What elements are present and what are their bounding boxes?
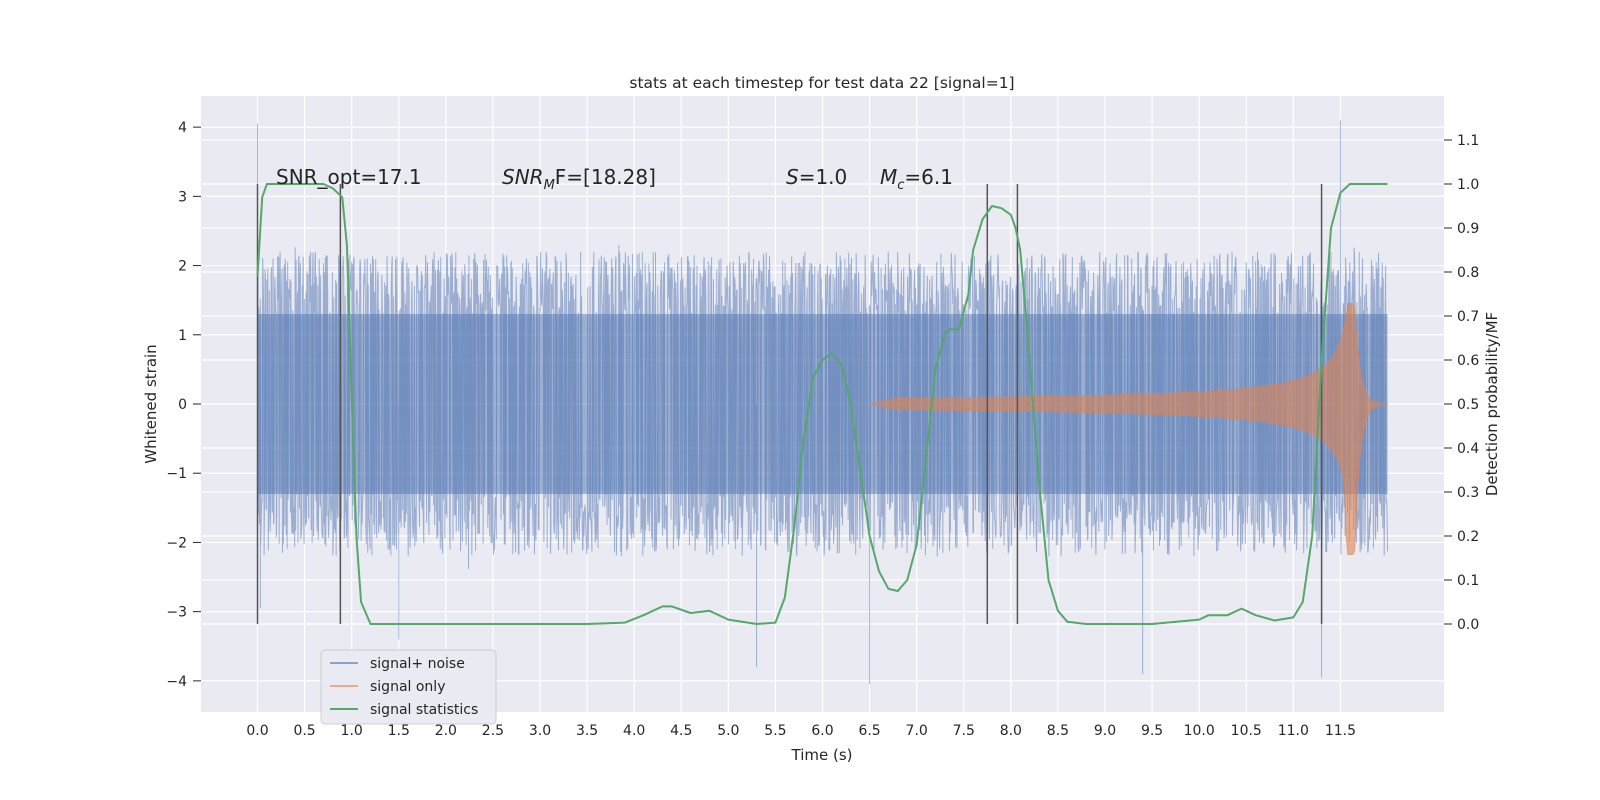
y2-tick-label: 0.2 [1457,529,1479,545]
y-tick-label: −3 [166,605,187,621]
legend-box [320,649,497,725]
y-tick-label: 2 [178,259,187,275]
y-axis-ticks: 4 3 2 1 0 −1 −2 −3 −4 [166,120,201,690]
x-tick-label: 1.0 [341,723,363,739]
x-tick-label: 6.5 [858,723,880,739]
annotation-mc-sub: c [897,178,904,193]
annotation-snr-mf-main: SNR [502,165,544,189]
y-tick-label: −1 [166,466,187,482]
y2-tick-label: 1.1 [1457,133,1479,149]
y2-axis-label: Detection probability/MF [1483,312,1501,496]
x-tick-label: 4.0 [623,723,645,739]
y-tick-label: 3 [178,189,187,205]
x-tick-label: 3.5 [576,723,598,739]
y-tick-label: 4 [178,120,187,136]
signal-statistics-line [256,183,1388,625]
x-tick-label: 7.0 [906,723,928,739]
y2-tick-label: 0.6 [1457,353,1479,369]
y-tick-label: −2 [166,535,187,551]
x-tick-label: 8.5 [1047,723,1069,739]
legend-label-signal-only: signal only [370,679,445,695]
x-tick-label: 2.5 [482,723,504,739]
x-tick-label: 3.0 [529,723,551,739]
x-tick-label: 1.5 [388,723,410,739]
legend: signal+ noise signal only signal statist… [320,649,497,725]
x-tick-label: 11.0 [1278,723,1309,739]
x-axis-label: Time (s) [791,746,853,764]
y-axis-label: Whitened strain [142,344,160,463]
signal-statistics-series [256,183,1388,625]
legend-label-signal-statistics: signal statistics [370,702,478,718]
annotation-mc: Mc=6.1 [880,165,953,193]
annotation-mc-italic: M [880,165,897,189]
x-tick-label: 5.0 [717,723,739,739]
marker-lines [256,184,1323,624]
y2-tick-label: 0.0 [1457,617,1479,633]
annotation-s: S=1.0 [786,165,847,189]
x-tick-label: 0.5 [293,723,315,739]
y2-tick-label: 0.4 [1457,441,1479,457]
y2-tick-label: 0.9 [1457,221,1479,237]
y2-axis-ticks: 1.1 1.0 0.9 0.8 0.7 0.6 0.5 0.4 0.3 0.2 0.1 0.0 [1444,133,1479,633]
signal-only-series [869,303,1388,556]
x-tick-label: 9.5 [1141,723,1163,739]
y2-tick-label: 0.5 [1457,397,1479,413]
annotation-snr-mf-sub: M [544,178,555,193]
x-tick-label: 9.0 [1094,723,1116,739]
annotation-snr-mf-rest: F=[18.28] [555,165,656,189]
annotation-s-rest: =1.0 [799,165,848,189]
y2-tick-label: 0.7 [1457,309,1479,325]
chart-title: stats at each timestep for test data 22 … [629,74,1014,92]
x-tick-label: 4.5 [670,723,692,739]
annotation-snr-mf: SNRMF=[18.28] [502,165,656,193]
signal-only-envelope [869,303,1388,556]
y-tick-label: −4 [166,674,187,690]
annotation-s-italic: S [786,165,799,189]
y2-tick-label: 0.1 [1457,573,1479,589]
x-tick-label: 0.0 [246,723,268,739]
x-tick-label: 8.0 [1000,723,1022,739]
y2-tick-label: 0.3 [1457,485,1479,501]
y2-tick-label: 1.0 [1457,177,1479,193]
x-tick-label: 5.5 [764,723,786,739]
x-axis-ticks: 0.0 0.5 1.0 1.5 2.0 2.5 3.0 3.5 4.0 4.5 5.0 5.5 6.0 6… [246,723,1356,739]
x-tick-label: 10.0 [1184,723,1215,739]
x-tick-label: 2.0 [435,723,457,739]
x-tick-label: 6.0 [811,723,833,739]
x-tick-label: 7.5 [953,723,975,739]
y-tick-label: 0 [178,397,187,413]
y-tick-label: 1 [178,328,187,344]
legend-label-signal-noise: signal+ noise [370,656,465,672]
y2-tick-label: 0.8 [1457,265,1479,281]
x-tick-label: 10.5 [1231,723,1262,739]
annotation-mc-rest: =6.1 [904,165,953,189]
x-tick-label: 11.5 [1325,723,1356,739]
annotation-snr-opt: SNR_opt=17.1 [276,165,422,189]
